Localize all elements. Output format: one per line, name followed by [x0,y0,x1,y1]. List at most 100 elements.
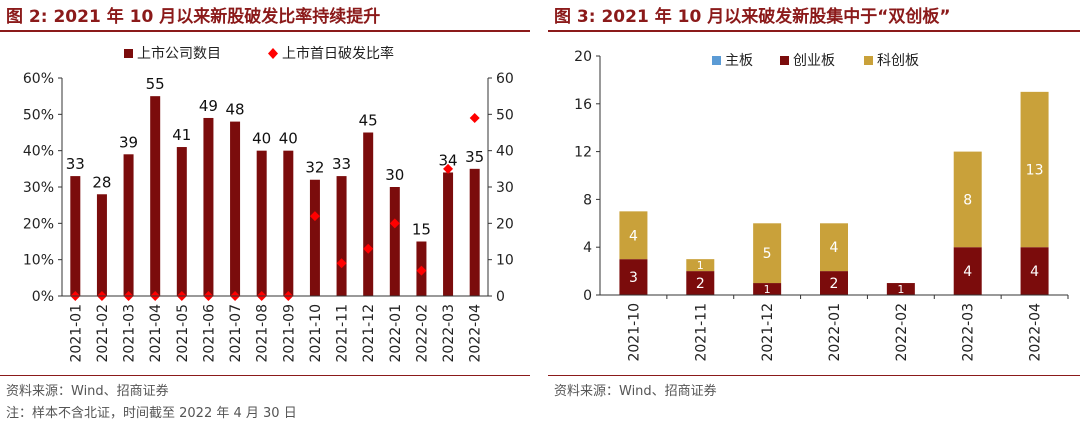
bar-segment-label: 4 [1030,264,1039,280]
left-title-rule [0,30,530,32]
bar-segment-label: 1 [764,283,771,296]
bar-value-label: 45 [359,112,378,130]
x-tick-label: 2022-04 [1028,303,1044,362]
bar-value-label: 41 [172,126,191,144]
left-y-tick-label: 0% [32,289,54,305]
x-tick-label: 2021-12 [760,303,776,362]
x-tick-label: 2022-04 [468,304,484,363]
bar-companies [469,168,480,296]
left-y-tick-label: 20% [23,216,54,232]
bar-segment-label: 2 [830,276,839,292]
legend-swatch-companies [124,49,133,58]
bar-companies [443,172,454,296]
marker-break-rate [443,163,454,174]
bar-segment-star-market [1020,91,1049,248]
legend-label-main-board: 主板 [725,53,753,69]
legend-swatch-main-board [712,56,721,65]
bar-companies [283,150,294,296]
bar-value-label: 40 [252,130,271,148]
bar-segment-chinext [953,247,982,295]
bar-segment-star-market [753,223,782,284]
bar-segment-star-market [820,223,848,272]
bar-segment-chinext [886,283,915,295]
x-tick-label: 2022-03 [441,304,457,363]
y-tick-label: 0 [583,288,592,304]
x-tick-label: 2021-12 [361,304,377,363]
bar-companies [70,176,81,296]
left-note: 注：样本不含北证，时间截至 2022 年 4 月 30 日 [6,406,297,421]
right-y-tick-label: 20 [496,216,514,232]
bar-companies [389,187,400,296]
bar-value-label: 40 [279,130,298,148]
bar-value-label: 32 [305,159,324,177]
bar-segment-chinext [1020,247,1049,295]
right-title-rule [548,30,1080,32]
x-tick-label: 2021-10 [308,304,324,363]
legend-label-break-rate: 上市首日破发比率 [282,45,394,62]
legend-marker-break-rate [268,48,278,59]
bar-companies [309,179,320,296]
bar-segment-label: 5 [763,246,772,262]
x-tick-label: 2021-11 [335,304,351,363]
marker-break-rate [309,211,320,222]
legend-label-chinext: 创业板 [793,53,835,69]
bar-segment-label: 2 [696,276,705,292]
bar-companies [150,96,161,296]
bar-value-label: 30 [385,166,404,184]
left-chart-svg: 上市公司数目 上市首日破发比率 0% 10% 20% 30% 40% 50% 60% 0 10 20 3… [23,45,514,363]
left-y-tick-label: 60% [23,71,54,87]
x-tick-label: 2022-01 [827,303,843,362]
x-tick-label: 2021-03 [122,304,138,363]
bar-segment-chinext [686,271,715,295]
left-source: 资料来源：Wind、招商证券 [6,384,169,399]
left-y-tick-label: 50% [23,107,54,123]
bar-value-label: 28 [92,173,111,191]
left-chart-title: 图 2: 2021 年 10 月以来新股破发比率持续提升 [6,7,381,27]
left-y-tick-label: 40% [23,144,54,160]
left-chart-panel: 图 2: 2021 年 10 月以来新股破发比率持续提升 上市公司数目 上市首日破… [0,0,532,425]
bar-companies [203,117,214,296]
x-tick-label: 2021-07 [228,304,244,363]
marker-break-rate [363,243,374,254]
legend-swatch-chinext [780,56,789,65]
bar-companies [176,147,187,296]
right-y-tick-label: 60 [496,71,514,87]
x-tick-label: 2022-03 [961,303,977,362]
legend-label-companies: 上市公司数目 [137,45,221,62]
bar-value-label: 35 [465,148,484,166]
y-tick-label: 20 [574,49,592,65]
x-tick-label: 2021-09 [281,304,297,363]
marker-break-rate [416,265,427,276]
marker-break-rate [469,112,480,123]
bar-segment-chinext [820,271,848,295]
bar-value-label: 34 [439,151,458,169]
x-tick-label: 2021-05 [175,304,191,363]
bar-segment-label: 3 [629,270,638,286]
bar-companies [363,132,374,296]
bar-value-label: 49 [199,97,218,115]
x-tick-label: 2021-08 [255,304,271,363]
bar-value-label: 39 [119,133,138,151]
right-y-tick-label: 50 [496,107,514,123]
right-chart-svg: 主板 创业板 科创板048121620342021-10212021-1115202… [574,49,1069,362]
legend-label-star-market: 科创板 [877,53,919,69]
right-chart-panel: 图 3: 2021 年 10 月以来破发新股集中于“双创板” 主板 创业板 科创板 0… [548,0,1080,425]
bar-companies [96,194,107,296]
legend-swatch-star-market [864,56,873,65]
left-y-tick-label: 10% [23,253,54,269]
y-tick-label: 12 [574,145,592,161]
x-tick-label: 2022-02 [894,303,910,362]
bar-segment-chinext [753,283,782,295]
bar-value-label: 33 [66,155,85,173]
bar-segment-label: 8 [963,192,972,208]
bar-segment-label: 13 [1026,163,1044,179]
right-source: 资料来源：Wind、招商证券 [554,384,717,399]
bar-value-label: 48 [226,101,245,119]
bar-segment-label: 4 [963,264,972,280]
x-tick-label: 2021-10 [626,303,642,362]
bar-value-label: 15 [412,221,431,239]
right-y-tick-label: 10 [496,253,514,269]
bar-segment-star-market [619,211,648,260]
bar-segment-label: 4 [830,240,839,256]
x-tick-label: 2022-02 [414,304,430,363]
